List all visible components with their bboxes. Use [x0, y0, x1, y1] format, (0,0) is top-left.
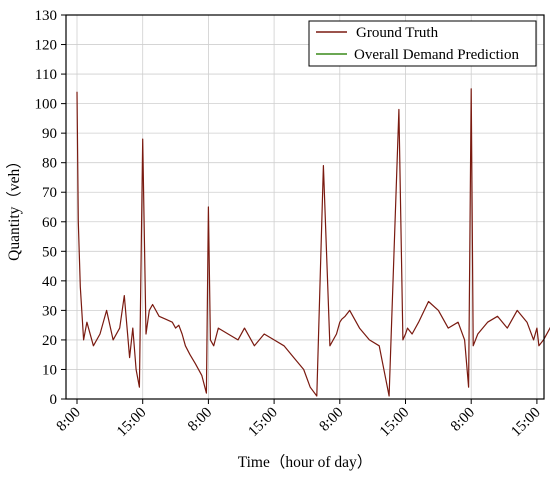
y-tick-label: 110	[35, 67, 57, 83]
y-axis-label: Quantity（veh）	[6, 153, 23, 261]
x-tick-label: 15:00	[377, 405, 412, 440]
y-tick-label: 0	[50, 392, 58, 408]
legend-label-ground-truth: Ground Truth	[356, 25, 439, 41]
y-tick-label: 70	[42, 185, 57, 201]
x-tick-label: 8:00	[316, 405, 346, 435]
y-tick-label: 40	[42, 274, 57, 290]
y-tick-label: 80	[42, 156, 57, 172]
y-axis: 0 10 20 30 40 50 60 70 80 90 100 110 120 130	[35, 8, 66, 408]
legend: Ground Truth Overall Demand Prediction	[308, 20, 537, 67]
y-tick-label: 20	[42, 333, 57, 349]
x-tick-label: 15:00	[508, 405, 543, 440]
y-tick-label: 10	[42, 362, 57, 378]
x-tick-label: 15:00	[114, 405, 149, 440]
x-tick-label: 8:00	[185, 405, 215, 435]
series-layer	[76, 88, 550, 397]
x-tick-label: 8:00	[448, 405, 478, 435]
x-axis: 8:0015:008:0015:008:0015:008:0015:008:00…	[54, 399, 544, 440]
y-tick-label: 100	[35, 97, 58, 113]
y-tick-label: 50	[42, 244, 57, 260]
x-tick-label: 8:00	[54, 405, 84, 435]
y-tick-label: 90	[42, 126, 57, 142]
legend-label-overall-demand-prediction: Overall Demand Prediction	[354, 47, 519, 63]
x-axis-label: Time（hour of day）	[238, 454, 373, 471]
series-line-ground-truth	[76, 88, 550, 397]
plot-frame	[65, 14, 545, 400]
plot-background	[66, 15, 544, 399]
y-tick-label: 130	[35, 8, 58, 24]
y-tick-label: 30	[42, 303, 57, 319]
y-tick-label: 120	[35, 38, 58, 54]
y-tick-label: 60	[42, 215, 57, 231]
x-tick-label: 15:00	[245, 405, 280, 440]
legend-box	[308, 20, 537, 67]
